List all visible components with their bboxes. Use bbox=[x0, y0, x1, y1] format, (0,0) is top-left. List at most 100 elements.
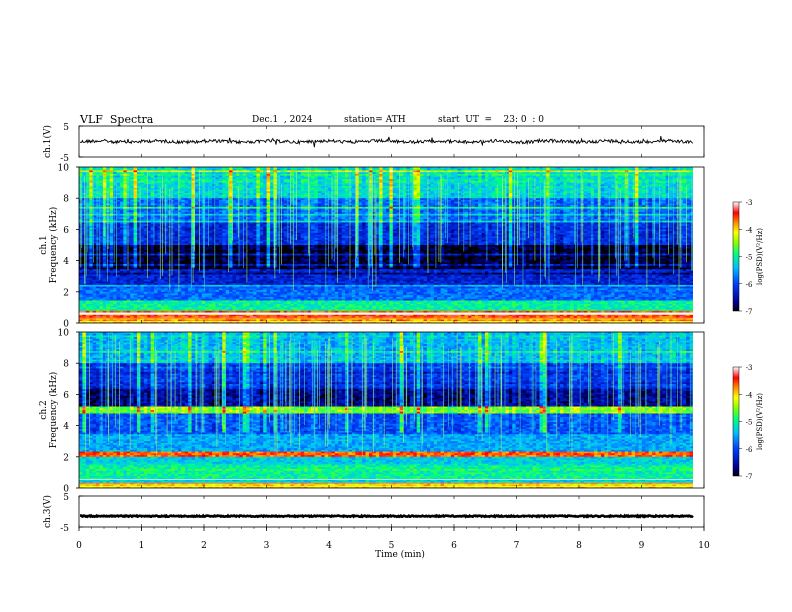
spectrogram-cell bbox=[430, 167, 435, 170]
spectrogram-cell bbox=[242, 179, 247, 182]
spectrogram-cell bbox=[212, 175, 216, 178]
spectrogram-cell bbox=[82, 172, 87, 175]
spectrogram-cell bbox=[157, 170, 162, 173]
spectrogram-cell bbox=[508, 175, 513, 178]
spectrogram-cell bbox=[628, 179, 632, 182]
spectrogram-cell bbox=[136, 168, 141, 171]
spectrogram-cell bbox=[82, 170, 87, 173]
spectrogram-cell bbox=[628, 170, 632, 173]
spectrogram-cell bbox=[147, 179, 152, 182]
spectrogram-cell bbox=[239, 167, 244, 170]
spectrogram-cell bbox=[433, 175, 438, 178]
spectrogram-cell bbox=[498, 167, 503, 170]
spectrogram-cell bbox=[532, 175, 537, 178]
spectrogram-cell bbox=[409, 179, 414, 182]
spectrogram-cell bbox=[617, 175, 622, 178]
spectrogram-cell bbox=[454, 168, 459, 171]
spectrogram-cell bbox=[379, 167, 383, 170]
spectrogram-cell bbox=[498, 173, 503, 177]
spectrogram-cell bbox=[198, 177, 203, 180]
spectrogram-cell bbox=[273, 170, 278, 173]
spectrogram-cell bbox=[471, 177, 476, 180]
spectrogram-cell bbox=[130, 167, 134, 170]
spectrogram-cell bbox=[259, 179, 264, 182]
spectrogram-cell bbox=[314, 170, 319, 173]
spectrogram-cell bbox=[232, 173, 237, 177]
spectrogram-cell bbox=[252, 168, 257, 171]
spectrogram-cell bbox=[99, 172, 104, 175]
spectrogram-cell bbox=[116, 170, 121, 173]
spectrogram-cell bbox=[665, 175, 670, 178]
spectrogram-cell bbox=[92, 172, 97, 175]
spectrogram-cell bbox=[304, 175, 308, 178]
spectrogram-cell bbox=[607, 168, 612, 171]
spectrogram-cell bbox=[102, 167, 107, 170]
spectrogram-cell bbox=[280, 167, 285, 170]
spectrogram-cell bbox=[508, 170, 513, 173]
spectrogram-cell bbox=[331, 177, 336, 180]
spectrogram-cell bbox=[600, 170, 605, 173]
spectrogram-cell bbox=[658, 168, 663, 171]
spectrogram-cell bbox=[293, 179, 298, 182]
spectrogram-cell bbox=[478, 168, 482, 171]
spectrogram-cell bbox=[119, 167, 124, 170]
spectrogram-cell bbox=[665, 179, 670, 182]
spectrogram-cell bbox=[597, 173, 602, 177]
spectrogram-cell bbox=[583, 172, 588, 175]
spectrogram-cell bbox=[669, 170, 673, 173]
spectrogram-cell bbox=[512, 179, 517, 182]
spectrogram-cell bbox=[164, 177, 169, 180]
spectrogram-cell bbox=[635, 168, 639, 171]
spectrogram-cell bbox=[505, 172, 510, 175]
spectrogram-cell bbox=[198, 170, 203, 173]
spectrogram-cell bbox=[157, 180, 162, 183]
spectrogram-cell bbox=[266, 177, 271, 180]
spectrogram-cell bbox=[252, 170, 257, 173]
spectrogram-cell bbox=[443, 175, 448, 178]
spectrogram-cell bbox=[164, 175, 169, 178]
spectrogram-cell bbox=[461, 179, 465, 182]
spectrogram-cell bbox=[314, 179, 319, 182]
spectrogram-cell bbox=[641, 172, 646, 175]
spectrogram-cell bbox=[177, 172, 182, 175]
spectrogram-cell bbox=[181, 167, 186, 170]
spectrogram-cell bbox=[293, 170, 298, 173]
spectrogram-cell bbox=[341, 170, 346, 173]
spectrogram-cell bbox=[92, 179, 97, 182]
spectrogram-cell bbox=[304, 170, 308, 173]
spectrogram-cell bbox=[416, 167, 421, 170]
spectrogram-cell bbox=[102, 173, 107, 177]
spectrogram-cell bbox=[481, 170, 486, 173]
y-tick-label: -5 bbox=[60, 154, 69, 164]
spectrogram-cell bbox=[426, 179, 431, 182]
spectrogram-cell bbox=[433, 170, 438, 173]
spectrogram-cell bbox=[109, 175, 114, 178]
spectrogram-cell bbox=[280, 175, 285, 178]
spectrogram-cell bbox=[519, 173, 523, 177]
spectrogram-cell bbox=[304, 172, 308, 175]
spectrogram-cell bbox=[549, 167, 554, 170]
spectrogram-cell bbox=[614, 168, 619, 171]
spectrogram-cell bbox=[430, 172, 435, 175]
spectrogram-cell bbox=[515, 170, 520, 173]
spectrogram-cell bbox=[386, 170, 390, 173]
spectrogram-cell bbox=[508, 168, 513, 171]
spectrogram-cell bbox=[249, 170, 254, 173]
spectrogram-cell bbox=[99, 170, 104, 173]
spectrogram-cell bbox=[222, 168, 227, 171]
spectrogram-cell bbox=[249, 175, 254, 178]
spectrogram-cell bbox=[413, 170, 418, 173]
spectrogram-cell bbox=[597, 175, 602, 178]
spectrogram-cell bbox=[536, 168, 540, 171]
spectrogram-cell bbox=[648, 172, 653, 175]
spectrogram-cell bbox=[259, 167, 264, 170]
spectrogram-cell bbox=[641, 170, 646, 173]
spectrogram-cell bbox=[249, 177, 254, 180]
spectrogram-cell bbox=[423, 168, 428, 171]
spectrogram-cell bbox=[399, 179, 404, 182]
spectrogram-cell bbox=[577, 175, 581, 178]
spectrogram-cell bbox=[580, 175, 585, 178]
spectrogram-cell bbox=[464, 168, 469, 171]
spectrogram-cell bbox=[628, 175, 632, 178]
